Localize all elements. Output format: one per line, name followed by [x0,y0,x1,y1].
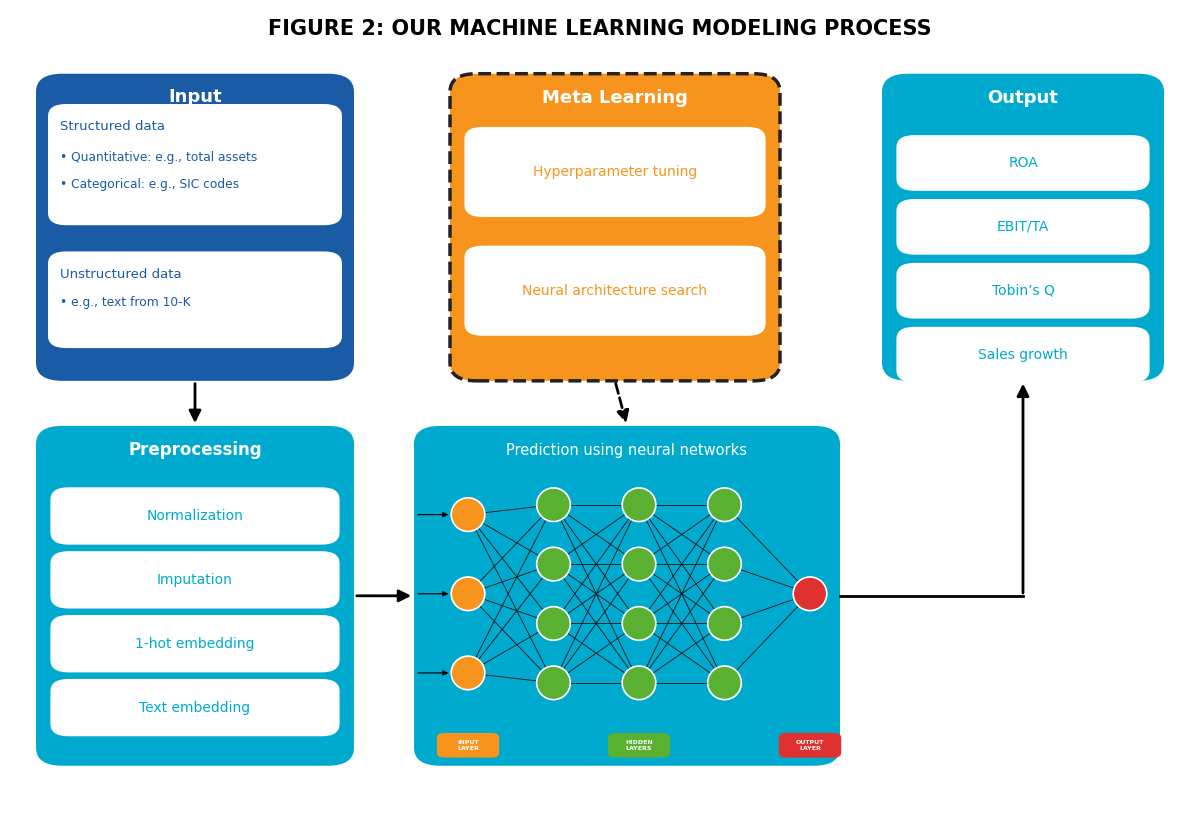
FancyBboxPatch shape [414,426,840,766]
FancyBboxPatch shape [50,615,340,672]
Ellipse shape [451,577,485,611]
Ellipse shape [536,607,570,640]
Text: • Categorical: e.g., SIC codes: • Categorical: e.g., SIC codes [60,178,239,191]
FancyBboxPatch shape [464,127,766,217]
FancyBboxPatch shape [50,679,340,736]
FancyBboxPatch shape [896,135,1150,191]
Ellipse shape [536,488,570,522]
Text: ROA: ROA [1008,156,1038,170]
Ellipse shape [708,547,742,581]
FancyBboxPatch shape [48,251,342,348]
Text: FIGURE 2: OUR MACHINE LEARNING MODELING PROCESS: FIGURE 2: OUR MACHINE LEARNING MODELING … [268,19,932,38]
FancyBboxPatch shape [437,733,499,758]
Ellipse shape [623,607,655,640]
Text: • e.g., text from 10-K: • e.g., text from 10-K [60,296,191,309]
Text: Sales growth: Sales growth [978,347,1068,362]
Text: 1-hot embedding: 1-hot embedding [136,636,254,651]
FancyBboxPatch shape [50,551,340,609]
Ellipse shape [451,498,485,532]
Text: HIDDEN
LAYERS: HIDDEN LAYERS [625,740,653,751]
Text: Meta Learning: Meta Learning [542,89,688,107]
Text: Input: Input [168,88,222,106]
Text: Unstructured data: Unstructured data [60,268,181,281]
Ellipse shape [536,666,570,699]
FancyBboxPatch shape [450,74,780,381]
Ellipse shape [451,656,485,690]
Text: Normalization: Normalization [146,509,244,523]
Ellipse shape [793,577,827,611]
Text: OUTPUT
LAYER: OUTPUT LAYER [796,740,824,751]
FancyBboxPatch shape [896,199,1150,255]
Text: • Quantitative: e.g., total assets: • Quantitative: e.g., total assets [60,151,257,164]
Text: Structured data: Structured data [60,120,166,133]
FancyBboxPatch shape [464,246,766,336]
Ellipse shape [708,488,742,522]
Text: INPUT
LAYER: INPUT LAYER [457,740,479,751]
FancyBboxPatch shape [36,74,354,381]
FancyBboxPatch shape [36,426,354,766]
FancyBboxPatch shape [607,733,671,758]
Text: Output: Output [988,89,1058,107]
Text: Hyperparameter tuning: Hyperparameter tuning [533,165,697,179]
Text: Preprocessing: Preprocessing [128,441,262,459]
Text: Neural architecture search: Neural architecture search [522,283,708,298]
FancyBboxPatch shape [896,327,1150,382]
FancyBboxPatch shape [50,487,340,545]
Ellipse shape [708,607,742,640]
Ellipse shape [623,666,655,699]
Text: Tobin’s Q: Tobin’s Q [991,283,1055,298]
FancyBboxPatch shape [48,104,342,225]
Text: EBIT/TA: EBIT/TA [997,219,1049,234]
Ellipse shape [623,488,655,522]
Text: Prediction using neural networks: Prediction using neural networks [506,443,748,458]
FancyBboxPatch shape [779,733,841,758]
Ellipse shape [708,666,742,699]
Text: Text embedding: Text embedding [139,700,251,715]
Ellipse shape [623,547,655,581]
Text: Imputation: Imputation [157,572,233,587]
FancyBboxPatch shape [882,74,1164,381]
FancyBboxPatch shape [896,263,1150,319]
Ellipse shape [536,547,570,581]
